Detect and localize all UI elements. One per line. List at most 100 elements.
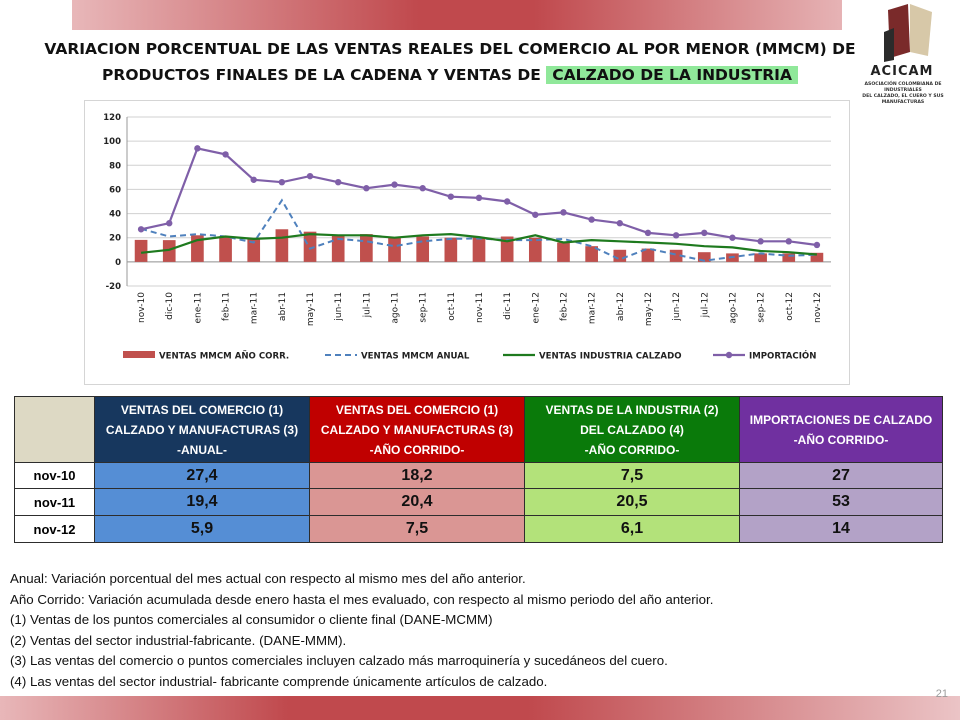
importacion-point <box>701 229 708 237</box>
importacion-point <box>560 209 567 216</box>
bar <box>275 229 289 262</box>
table-row: nov-11 19,4 20,4 20,5 53 <box>14 488 943 516</box>
x-tick-label: jun-11 <box>334 292 344 322</box>
logo-name: ACICAM <box>870 64 934 79</box>
x-tick-label: abr-11 <box>278 292 288 321</box>
bar <box>500 236 514 262</box>
importacion-point <box>194 145 201 152</box>
header-line: VENTAS DEL COMERCIO (1) <box>120 402 284 417</box>
logo-emblem-icon <box>884 4 932 62</box>
table-cell: 6,1 <box>524 515 740 543</box>
importacion-point <box>335 178 342 186</box>
note-1: (1) Ventas de los puntos comerciales al … <box>10 612 493 628</box>
x-tick-label: ene-11 <box>193 292 203 323</box>
importacion-point <box>137 226 145 233</box>
importacion-point <box>503 198 511 205</box>
importacion-point <box>306 172 314 180</box>
header-line: CALZADO Y MANUFACTURAS (3) <box>320 422 514 437</box>
importacion-point <box>672 232 680 239</box>
table-row-label: nov-12 <box>14 515 95 543</box>
table-cell: 20,4 <box>309 488 525 516</box>
bar <box>782 253 796 262</box>
importacion-point <box>222 151 229 158</box>
bar <box>613 249 627 262</box>
header-line: -AÑO CORRIDO- <box>369 442 465 457</box>
x-tick-label: jun-12 <box>672 292 682 322</box>
chart-lines <box>137 145 821 262</box>
header-line: CALZADO Y MANUFACTURAS (3) <box>105 422 299 437</box>
importacion-point <box>813 241 821 249</box>
note-4: (4) Las ventas del sector industrial- fa… <box>10 673 548 689</box>
y-tick-label: 60 <box>109 185 121 195</box>
importacion-point <box>757 238 764 245</box>
x-tick-label: jul-11 <box>362 292 372 318</box>
importacion-point <box>391 181 398 188</box>
table-cell: 18,2 <box>309 462 525 489</box>
bar <box>247 238 261 262</box>
chart-legend: VENTAS MMCM AÑO CORR. VENTAS MMCM ANUAL VE… <box>123 350 816 362</box>
note-3: (3) Las ventas del comercio o puntos com… <box>10 653 668 669</box>
x-tick-label: may-12 <box>644 292 654 326</box>
note-ano-corrido: Año Corrido: Variación acumulada desde e… <box>10 591 714 607</box>
y-tick-label: 100 <box>103 137 121 147</box>
header-line: VENTAS DE LA INDUSTRIA (2) <box>545 402 719 417</box>
table-corner-cell <box>14 396 95 463</box>
table-cell: 19,4 <box>94 488 310 516</box>
x-tick-label: dic-10 <box>165 292 175 320</box>
chart-svg: -20 0 20 40 60 80 100 120 nov-10 dic-10 ene-11 feb… <box>103 113 831 362</box>
table-header-row: VENTAS DEL COMERCIO (1) CALZADO Y MANUFA… <box>14 396 943 463</box>
y-tick-label: 40 <box>109 210 121 220</box>
importacion-point <box>532 211 539 218</box>
logo-subtitle-line-2: DEL CALZADO, EL CUERO Y SUS MANUFACTURAS <box>862 94 944 105</box>
header-line: DEL CALZADO (4) <box>580 422 684 437</box>
bar <box>697 252 711 262</box>
header-line: -ANUAL- <box>177 442 227 457</box>
bar <box>331 235 345 262</box>
y-tick-label: -20 <box>106 282 121 292</box>
table-row-label: nov-11 <box>14 488 95 516</box>
chart-bars <box>134 229 824 262</box>
series-line-industria-calzado <box>140 232 817 256</box>
importacion-point <box>278 178 286 186</box>
y-tick-label: 20 <box>109 234 121 244</box>
chart-y-tick-labels: -20 0 20 40 60 80 100 120 <box>103 113 121 292</box>
y-tick-label: 120 <box>103 113 121 123</box>
bar <box>669 249 683 262</box>
bar <box>472 237 486 262</box>
header-line: -AÑO CORRIDO- <box>584 442 680 457</box>
x-tick-label: ago-11 <box>391 292 401 324</box>
sales-chart: -20 0 20 40 60 80 100 120 nov-10 dic-10 ene-11 feb… <box>84 100 850 385</box>
top-decorative-bar <box>72 0 842 30</box>
legend-label: VENTAS MMCM ANUAL <box>361 352 470 362</box>
table-header-industria: VENTAS DE LA INDUSTRIA (2) DEL CALZADO (… <box>524 396 740 463</box>
header-line: -AÑO CORRIDO- <box>793 432 889 447</box>
table-cell: 27,4 <box>94 462 310 489</box>
bar <box>557 242 570 262</box>
legend-label: VENTAS MMCM AÑO CORR. <box>159 351 289 362</box>
x-tick-label: nov-10 <box>137 292 147 323</box>
x-tick-label: nov-12 <box>813 292 823 323</box>
footnotes: Anual: Variación porcentual del mes actu… <box>10 569 955 693</box>
importacion-point <box>475 194 483 202</box>
logo-subtitle-line-1: ASOCIACIÓN COLOMBIANA DE INDUSTRIALES <box>864 82 942 93</box>
legend-swatch-marker <box>725 351 733 359</box>
importacion-point <box>419 185 426 192</box>
bar <box>641 248 655 262</box>
importacion-point <box>166 220 173 227</box>
acicam-logo: ACICAM ASOCIACIÓN COLOMBIANA DE INDUSTRI… <box>848 2 956 132</box>
bottom-decorative-bar <box>0 696 960 720</box>
table-cell: 7,5 <box>524 462 740 489</box>
importacion-point <box>644 229 652 237</box>
logo-subtitle: ASOCIACIÓN COLOMBIANA DE INDUSTRIALES DE… <box>850 82 956 106</box>
importacion-point <box>616 220 623 227</box>
table-header-comercio-ano-corrido: VENTAS DEL COMERCIO (1) CALZADO Y MANUFA… <box>309 396 525 463</box>
summary-table: VENTAS DEL COMERCIO (1) CALZADO Y MANUFA… <box>14 396 943 543</box>
bar <box>528 237 542 262</box>
importacion-point <box>588 216 595 223</box>
x-tick-label: abr-12 <box>616 292 626 321</box>
bar <box>303 231 317 262</box>
bar <box>810 252 824 262</box>
importacion-point <box>785 238 792 245</box>
x-tick-label: dic-11 <box>503 292 513 320</box>
series-line-ventas-anual <box>140 198 817 262</box>
